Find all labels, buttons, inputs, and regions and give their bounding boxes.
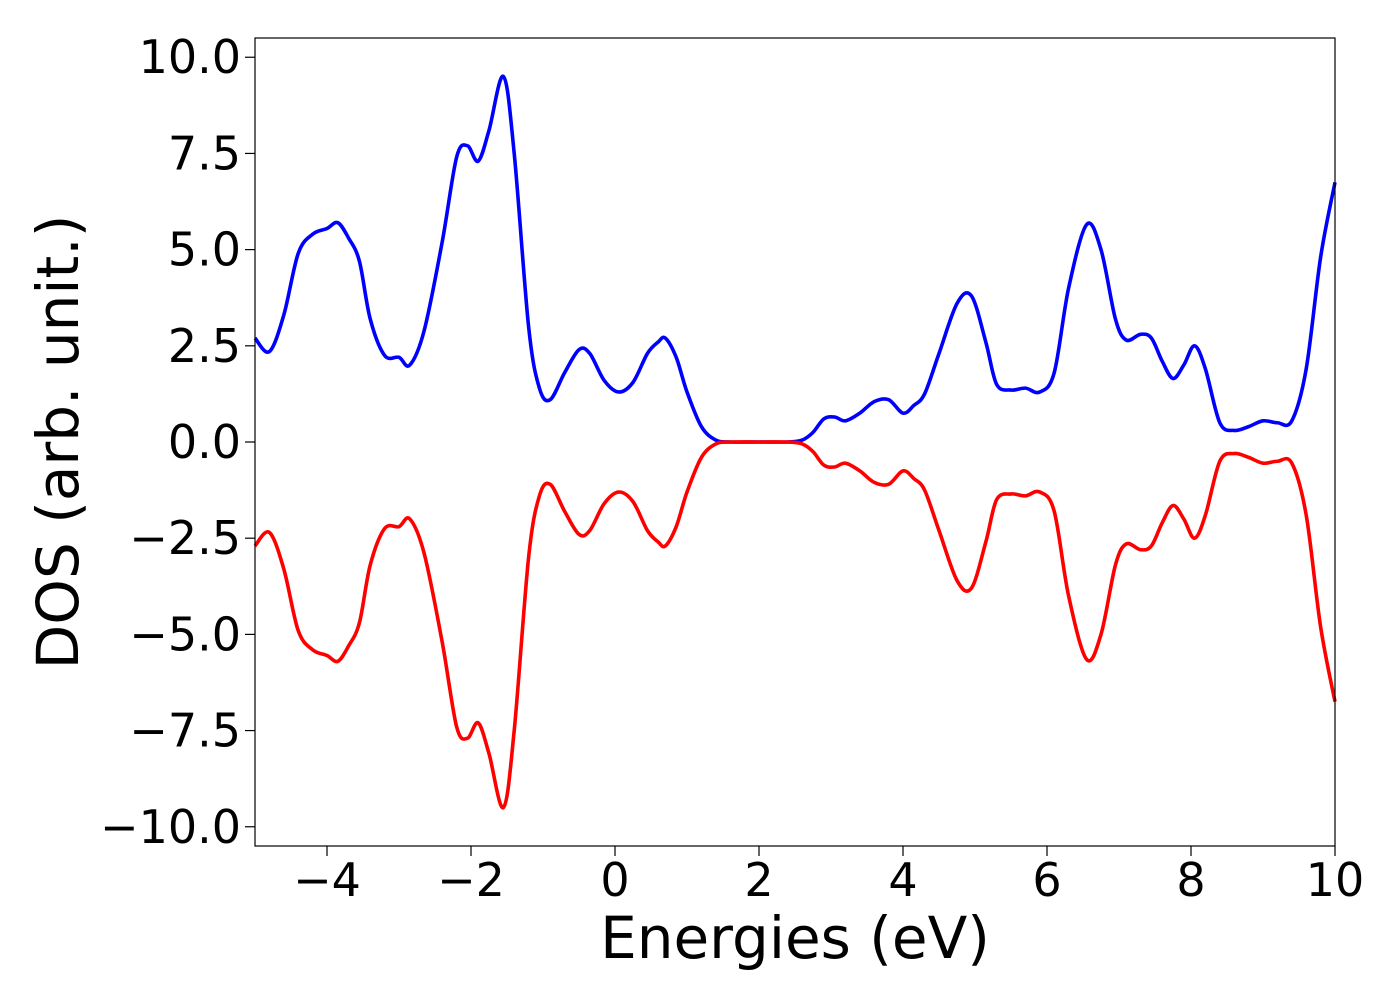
x-tick-label: −2	[437, 853, 505, 907]
x-tick-label: 10	[1306, 853, 1365, 907]
x-tick-label: 4	[888, 853, 917, 907]
y-tick-label: −7.5	[129, 704, 241, 758]
series-line-0	[253, 74, 1337, 444]
x-axis-ticks: −4 −2 0 2 4 6 8 10	[293, 846, 1364, 907]
x-tick-label: 6	[1032, 853, 1061, 907]
y-tick-label: 5.0	[168, 223, 241, 277]
y-tick-label: 2.5	[168, 319, 241, 373]
series-layer	[253, 74, 1337, 810]
y-tick-label: −10.0	[100, 800, 241, 854]
y-tick-label: 0.0	[168, 415, 241, 469]
y-tick-label: 7.5	[168, 126, 241, 180]
y-tick-label: −2.5	[129, 511, 241, 565]
y-axis-ticks: 10.0 7.5 5.0 2.5 0.0 −2.5 −5.0 −7.5 −10.0	[100, 30, 255, 854]
y-axis-label: DOS (arb. unit.)	[24, 215, 92, 670]
x-tick-label: −4	[293, 853, 361, 907]
series-line-1	[253, 440, 1337, 810]
x-tick-label: 8	[1176, 853, 1205, 907]
y-tick-label: −5.0	[129, 607, 241, 661]
x-tick-label: 0	[600, 853, 629, 907]
x-tick-label: 2	[744, 853, 773, 907]
y-tick-label: 10.0	[139, 30, 241, 84]
x-axis-label: Energies (eV)	[600, 904, 990, 972]
